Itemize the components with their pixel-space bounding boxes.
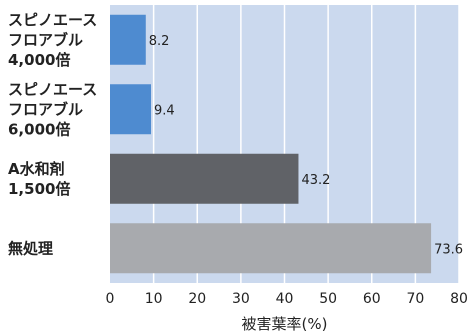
bar bbox=[110, 223, 432, 274]
category-label-line: スピノエース bbox=[8, 11, 97, 29]
bar bbox=[110, 14, 146, 65]
category-label-line: フロアブル bbox=[8, 31, 83, 49]
bars bbox=[110, 14, 432, 274]
x-tick-label: 20 bbox=[188, 291, 206, 307]
data-label: 9.4 bbox=[154, 103, 175, 118]
x-tick-label: 10 bbox=[145, 291, 163, 307]
x-tick-label: 0 bbox=[106, 291, 115, 307]
x-axis-title: 被害葉率(%) bbox=[242, 315, 328, 333]
category-label-line: 4,000倍 bbox=[8, 51, 70, 69]
x-tick-label: 60 bbox=[363, 291, 381, 307]
bar bbox=[110, 153, 299, 204]
category-label: スピノエースフロアブル 4,000倍 bbox=[8, 11, 97, 69]
data-label: 43.2 bbox=[301, 173, 330, 188]
category-label-line: 1,500倍 bbox=[8, 180, 70, 198]
category-label-line: 6,000倍 bbox=[8, 120, 70, 138]
category-label-line: 無処理 bbox=[8, 239, 53, 257]
x-axis-ticks: 0 10 20 30 40 50 60 70 80 bbox=[106, 291, 468, 307]
category-label-line: A水和剤 bbox=[8, 160, 65, 178]
bar bbox=[110, 84, 152, 135]
category-label-line: フロアブル bbox=[8, 100, 83, 118]
category-label: A水和剤 1,500倍 bbox=[8, 160, 70, 198]
data-label: 73.6 bbox=[434, 242, 463, 257]
x-tick-label: 50 bbox=[319, 291, 337, 307]
x-tick-label: 30 bbox=[232, 291, 250, 307]
category-label-line: スピノエース bbox=[8, 80, 97, 98]
category-label: 無処理 bbox=[8, 239, 53, 257]
data-label: 8.2 bbox=[149, 34, 170, 49]
data-labels: 8.2 9.4 43.2 73.6 bbox=[149, 34, 463, 258]
x-tick-label: 70 bbox=[406, 291, 424, 307]
category-label: スピノエースフロアブル 6,000倍 bbox=[8, 80, 97, 138]
x-tick-label: 80 bbox=[450, 291, 468, 307]
x-tick-label: 40 bbox=[276, 291, 294, 307]
